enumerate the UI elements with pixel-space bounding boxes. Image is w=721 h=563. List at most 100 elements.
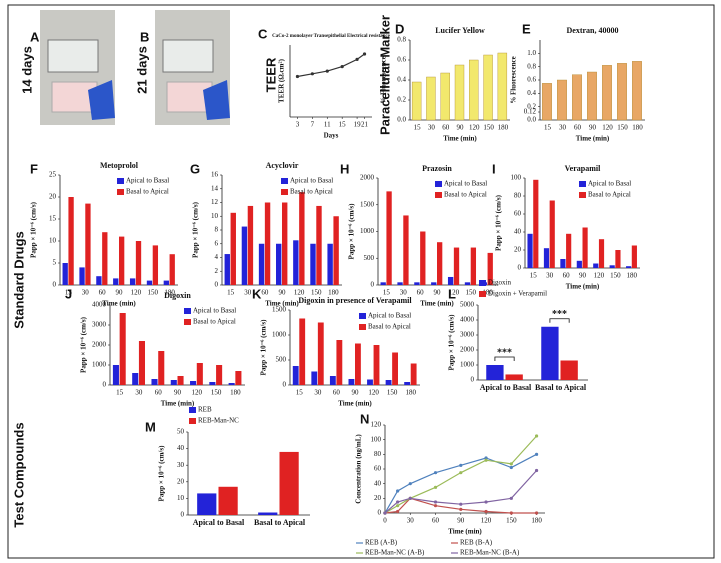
y-tick-label: 4000 (92, 301, 107, 309)
point (459, 463, 463, 467)
photo (40, 10, 115, 125)
x-axis-label: Time (min) (338, 400, 372, 408)
bar (453, 247, 460, 285)
bar (135, 241, 142, 285)
bracket (494, 356, 515, 361)
y-tick-label: 50 (177, 428, 185, 436)
bar (483, 54, 493, 121)
x-tick-label: 30 (135, 389, 143, 397)
legend-label: REB (198, 406, 212, 414)
y-axis-label: Papp × 10⁻⁶ (cm/s) (158, 445, 166, 502)
panel-label: E (522, 21, 531, 36)
y-tick-label: 80 (374, 450, 382, 458)
legend-swatch (281, 189, 288, 195)
legend-label: Apical to Basal (588, 180, 631, 188)
bar (163, 280, 169, 285)
bar (336, 340, 343, 385)
bar (146, 280, 153, 285)
bar (593, 263, 599, 268)
x-tick-label: 120 (594, 272, 605, 280)
panel-label: D (395, 21, 404, 36)
x-tick-label: 120 (368, 389, 379, 397)
y-tick-label: 500 (364, 254, 375, 262)
bar (373, 345, 380, 385)
x-tick-label: 180 (164, 289, 175, 297)
x-tick-label: 0 (383, 517, 387, 525)
bar (626, 266, 632, 268)
point (325, 69, 329, 73)
bar (333, 216, 339, 285)
x-tick-label: 30 (400, 289, 408, 297)
point (396, 500, 400, 504)
legend-swatch (359, 313, 366, 319)
x-tick-label: 120 (192, 389, 203, 397)
x-tick-label: 15 (339, 121, 347, 129)
x-tick-label: 11 (324, 121, 331, 129)
point (396, 504, 400, 508)
series-line (384, 453, 537, 514)
x-tick-label: 180 (405, 389, 416, 397)
point (433, 504, 438, 508)
bar (587, 71, 597, 121)
x-tick-label: 60 (432, 517, 440, 525)
x-tick-label: 150 (617, 124, 628, 132)
y-tick-label: 2000 (460, 346, 475, 354)
x-tick-label: 90 (589, 124, 597, 132)
bar (196, 363, 203, 385)
y-tick-label: 100 (371, 435, 382, 443)
legend-label: Apical to Basal (368, 312, 411, 320)
y-tick-label: 20 (177, 477, 185, 485)
legend-swatch (435, 192, 442, 198)
bar (79, 267, 85, 285)
bar (615, 250, 621, 268)
series-line (384, 497, 537, 514)
photo-caption: 21 days (134, 46, 149, 94)
bar (557, 79, 567, 121)
y-axis-label: Papp × 10⁻⁶ (cm/s) (495, 194, 503, 251)
x-tick-label: 180 (498, 124, 509, 132)
y-tick-label: 1500 (360, 200, 375, 208)
y-tick-label: 10 (49, 237, 57, 245)
x-tick-label: 180 (531, 517, 542, 525)
y-tick-label: 1.0 (527, 49, 536, 57)
bar (447, 276, 454, 285)
bar (598, 239, 605, 268)
point (459, 507, 463, 511)
figure-border (7, 4, 715, 559)
y-axis-label: Papp × 10⁻⁶ (cm/s) (192, 201, 200, 258)
x-tick-label: 30 (244, 289, 252, 297)
y-tick-label: 100 (511, 174, 522, 182)
x-tick-label: 60 (99, 289, 107, 297)
bar (279, 451, 299, 515)
bar (609, 265, 615, 268)
point (408, 496, 412, 500)
x-tick-label: 30 (546, 272, 554, 280)
y-tick-label: 0.0 (397, 116, 406, 124)
y-tick-label: 0 (371, 281, 375, 289)
bracket (549, 318, 570, 323)
chart-title: Prazosin (422, 164, 452, 173)
x-tick-label: 60 (261, 289, 269, 297)
y-tick-label: 12 (211, 198, 219, 206)
bar (541, 326, 559, 380)
y-tick-label: 15 (49, 215, 57, 223)
bar (549, 200, 555, 268)
x-tick-label: 180 (482, 289, 493, 297)
bar (317, 322, 324, 385)
x-tick-label: 60 (563, 272, 571, 280)
legend-swatch (359, 324, 366, 330)
legend-swatch (184, 319, 191, 325)
series-line (297, 53, 365, 78)
x-tick-label: 150 (465, 289, 476, 297)
bar (96, 276, 102, 285)
point (509, 462, 513, 466)
chart-title: Digoxin (164, 291, 191, 300)
y-tick-label: 0.12 (524, 108, 537, 116)
x-tick-label: 180 (632, 124, 643, 132)
x-tick-label: 15 (530, 272, 538, 280)
y-tick-label: 3000 (92, 321, 107, 329)
chart-title: Dextran, 40000 (567, 26, 619, 35)
y-tick-label: 25 (49, 171, 57, 179)
bar (197, 493, 217, 515)
bar (469, 59, 479, 121)
